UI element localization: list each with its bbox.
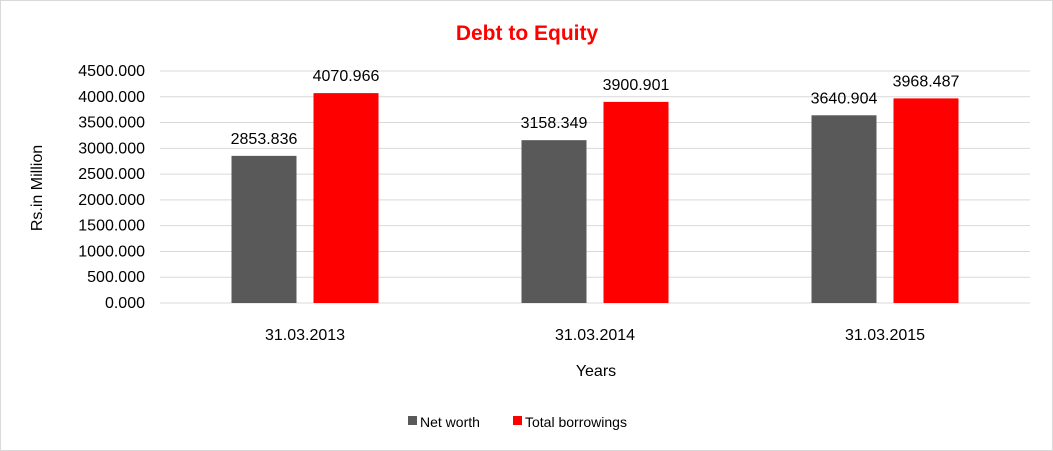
y-tick-label: 4500.000 xyxy=(78,63,145,80)
x-axis-categories: 31.03.2013 31.03.2014 31.03.2015 xyxy=(265,327,925,344)
y-tick-label: 3000.000 xyxy=(78,140,145,157)
bar-0-1 xyxy=(521,140,587,303)
data-label: 2853.836 xyxy=(231,131,298,148)
bar-1-0 xyxy=(313,93,379,304)
legend-swatch xyxy=(408,416,417,425)
x-axis-title: Years xyxy=(576,363,616,380)
data-label: 3900.901 xyxy=(603,77,670,94)
x-category-label: 31.03.2014 xyxy=(555,327,635,344)
legend-label: Total borrowings xyxy=(525,414,627,430)
y-tick-label: 2500.000 xyxy=(78,166,145,183)
gridlines xyxy=(160,70,1030,304)
x-category-label: 31.03.2015 xyxy=(845,327,925,344)
y-tick-label: 500.000 xyxy=(87,269,145,286)
data-label: 4070.966 xyxy=(313,68,380,85)
y-axis-ticks: 0.000 500.000 1000.000 1500.000 2000.000 2500… xyxy=(78,63,145,312)
legend-swatch xyxy=(513,416,522,425)
y-axis-title: Rs.in Million xyxy=(29,145,46,231)
y-tick-label: 3500.000 xyxy=(78,115,145,132)
data-labels: 2853.836 4070.966 3158.349 3900.901 3640.904… xyxy=(231,68,960,148)
bar-1-2 xyxy=(893,98,959,303)
y-tick-label: 4000.000 xyxy=(78,89,145,106)
y-tick-label: 2000.000 xyxy=(78,192,145,209)
bar-0-0 xyxy=(231,155,297,303)
data-label: 3158.349 xyxy=(521,115,588,132)
chart-title: Debt to Equity xyxy=(456,22,599,45)
y-tick-label: 1000.000 xyxy=(78,243,145,260)
y-tick-label: 0.000 xyxy=(105,295,145,312)
bar-0-2 xyxy=(811,115,877,303)
x-category-label: 31.03.2013 xyxy=(265,327,345,344)
y-tick-label: 1500.000 xyxy=(78,218,145,235)
data-label: 3968.487 xyxy=(893,73,960,90)
bars xyxy=(231,93,959,304)
legend: Net worth Total borrowings xyxy=(408,414,627,430)
legend-label: Net worth xyxy=(420,414,480,430)
bar-1-1 xyxy=(603,101,669,304)
data-label: 3640.904 xyxy=(811,90,878,107)
